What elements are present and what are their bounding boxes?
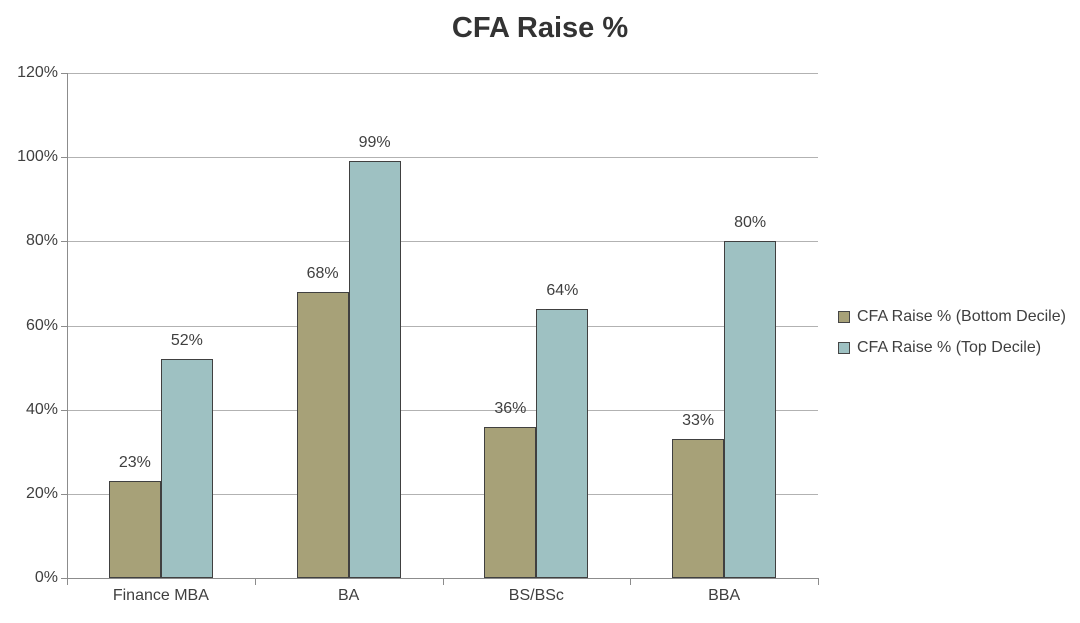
y-axis-tick-label: 80% bbox=[25, 232, 58, 250]
x-axis-tick bbox=[818, 579, 819, 585]
chart-title: CFA Raise % bbox=[451, 12, 629, 44]
y-axis-line bbox=[67, 73, 68, 578]
y-axis-tick-label: 20% bbox=[25, 484, 58, 502]
legend-label: CFA Raise % (Top Decile) bbox=[857, 339, 1042, 356]
y-axis-tick bbox=[61, 73, 67, 74]
bar-bottom-decile bbox=[672, 439, 725, 578]
bar-bottom-decile bbox=[108, 481, 161, 578]
x-axis-tick bbox=[442, 579, 444, 585]
bar-value-label: 23% bbox=[118, 454, 151, 472]
bar-top-decile bbox=[724, 241, 777, 578]
bar-top-decile bbox=[536, 308, 589, 578]
gridline bbox=[67, 73, 818, 74]
gridline bbox=[67, 493, 818, 495]
gridline bbox=[67, 157, 818, 159]
y-axis-tick bbox=[61, 409, 67, 411]
bar-value-label: 68% bbox=[306, 264, 339, 282]
bar-bottom-decile bbox=[296, 291, 349, 578]
gridline bbox=[67, 409, 818, 411]
bar-value-label: 36% bbox=[494, 399, 527, 417]
legend-swatch-bottom-decile bbox=[838, 311, 850, 323]
gridline bbox=[67, 325, 818, 327]
legend-label: CFA Raise % (Bottom Decile) bbox=[857, 308, 1066, 325]
bar-value-label: 64% bbox=[546, 281, 579, 299]
x-axis-label: BS/BSc bbox=[508, 587, 564, 604]
y-axis-tick-label: 120% bbox=[17, 64, 58, 81]
legend-swatch-top-decile bbox=[838, 342, 850, 354]
bar-value-label: 80% bbox=[734, 214, 767, 232]
legend: CFA Raise % (Bottom Decile) CFA Raise % (… bbox=[838, 308, 1066, 357]
legend-item: CFA Raise % (Top Decile) bbox=[838, 339, 1066, 357]
x-axis-tick bbox=[254, 579, 256, 585]
y-axis-tick-label: 0% bbox=[34, 569, 58, 586]
bar-top-decile bbox=[160, 359, 213, 578]
x-axis-tick bbox=[67, 579, 68, 585]
gridline bbox=[67, 241, 818, 243]
y-axis-tick-label: 40% bbox=[25, 400, 58, 418]
x-axis-tick bbox=[630, 579, 632, 585]
y-axis-tick bbox=[61, 157, 67, 159]
bar-value-label: 33% bbox=[682, 412, 715, 430]
y-axis-tick bbox=[61, 325, 67, 327]
y-axis-tick bbox=[61, 578, 67, 579]
bar-top-decile bbox=[348, 161, 401, 578]
y-axis-tick bbox=[61, 241, 67, 243]
x-axis-label: BBA bbox=[708, 587, 741, 604]
x-axis-line bbox=[67, 578, 819, 579]
bar-value-label: 99% bbox=[358, 134, 391, 152]
x-axis-label: Finance MBA bbox=[112, 587, 209, 604]
x-axis-label: BA bbox=[337, 587, 360, 604]
legend-item: CFA Raise % (Bottom Decile) bbox=[838, 308, 1066, 326]
bar-bottom-decile bbox=[484, 426, 537, 578]
bar-value-label: 52% bbox=[170, 332, 203, 350]
y-axis-tick-label: 60% bbox=[25, 316, 58, 334]
y-axis-tick bbox=[61, 493, 67, 495]
y-axis-tick-label: 100% bbox=[17, 148, 58, 166]
